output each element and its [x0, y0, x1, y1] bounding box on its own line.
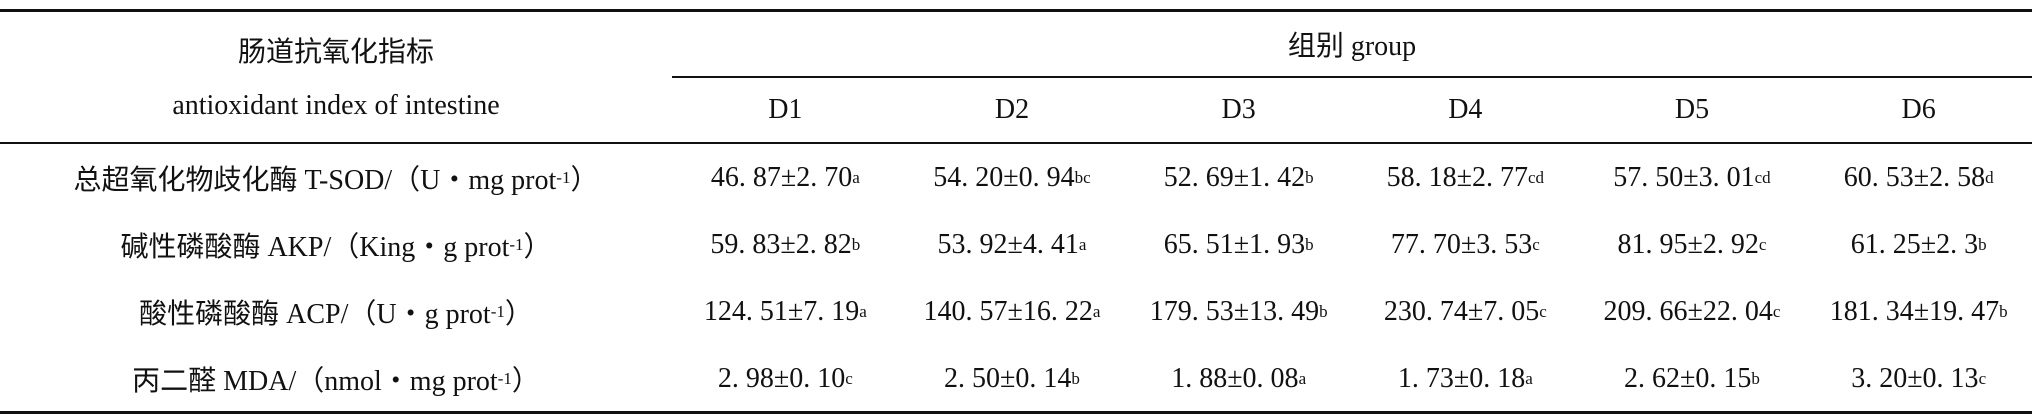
value-text: 2. 98±0. 10 — [717, 362, 846, 394]
value-text: 77. 70±3. 53 — [1390, 228, 1533, 260]
bottom-rule — [0, 411, 2032, 414]
value-text: 209. 66±22. 04 — [1603, 295, 1773, 327]
value-cell: 230. 74±7. 05 c — [1383, 295, 1547, 327]
group-rule — [672, 76, 2032, 78]
value-text: 60. 53±2. 58 — [1843, 161, 1986, 193]
value-cell: 65. 51±1. 93 b — [1163, 228, 1314, 260]
value-cell: 209. 66±22. 04 c — [1603, 295, 1781, 327]
row-label: 酸性磷酸酶 ACP/（U・g prot -1） — [0, 278, 672, 345]
top-rule — [0, 9, 2032, 12]
value-text: 81. 95±2. 92 — [1617, 228, 1759, 260]
value-cell: 58. 18±2. 77 cd — [1386, 161, 1545, 193]
value-cell: 54. 20±0. 94 bc — [933, 161, 1091, 193]
row-label: 碱性磷酸酶 AKP/（King・g prot -1） — [0, 211, 672, 278]
label-text: 碱性磷酸酶 AKP/（King・g prot — [120, 231, 510, 263]
header-index-en: antioxidant index of intestine — [172, 90, 500, 121]
group-header: D3 — [1221, 94, 1256, 125]
value-text: 1. 88±0. 08 — [1171, 362, 1299, 394]
value-cell: 81. 95±2. 92 c — [1617, 228, 1767, 260]
value-text: 59. 83±2. 82 — [710, 228, 852, 260]
header-index-cn: 肠道抗氧化指标 — [237, 37, 434, 68]
value-cell: 2. 50±0. 14 b — [944, 362, 1080, 394]
value-cell: 2. 62±0. 15 b — [1624, 362, 1760, 394]
value-cell: 1. 88±0. 08 a — [1171, 362, 1307, 394]
label-text: 总超氧化物歧化酶 T-SOD/（U・mg prot — [73, 164, 557, 196]
value-cell: 52. 69±1. 42 b — [1163, 161, 1314, 193]
value-cell: 124. 51±7. 19 a — [703, 295, 867, 327]
value-cell: 77. 70±3. 53 c — [1390, 228, 1540, 260]
header-group: 组别 group — [1287, 31, 1417, 62]
value-text: 181. 34±19. 47 — [1829, 295, 2000, 327]
label-text: 酸性磷酸酶 ACP/（U・g prot — [139, 298, 491, 330]
value-cell: 3. 20±0. 13 c — [1851, 362, 1987, 394]
value-text: 52. 69±1. 42 — [1163, 161, 1306, 193]
value-cell: 60. 53±2. 58 d — [1843, 161, 1994, 193]
value-text: 65. 51±1. 93 — [1163, 228, 1306, 260]
value-text: 46. 87±2. 70 — [710, 161, 853, 193]
value-text: 140. 57±16. 22 — [923, 295, 1093, 327]
value-cell: 57. 50±3. 01 cd — [1613, 161, 1771, 193]
group-header: D1 — [768, 94, 803, 125]
value-text: 3. 20±0. 13 — [1851, 362, 1979, 394]
value-text: 1. 73±0. 18 — [1397, 362, 1526, 394]
label-end: ） — [523, 231, 552, 263]
header-rule — [0, 142, 2032, 144]
value-cell: 179. 53±13. 49 b — [1149, 295, 1328, 327]
value-cell: 59. 83±2. 82 b — [710, 228, 861, 260]
row-label: 总超氧化物歧化酶 T-SOD/（U・mg prot -1） — [0, 144, 672, 211]
value-text: 54. 20±0. 94 — [933, 161, 1075, 193]
group-header: D5 — [1674, 94, 1710, 125]
value-text: 230. 74±7. 05 — [1383, 295, 1540, 327]
value-text: 124. 51±7. 19 — [703, 295, 860, 327]
group-header: D2 — [994, 94, 1030, 125]
value-text: 53. 92±4. 41 — [937, 228, 1079, 260]
value-cell: 140. 57±16. 22 a — [923, 295, 1101, 327]
value-text: 2. 62±0. 15 — [1624, 362, 1752, 394]
value-cell: 2. 98±0. 10 c — [717, 362, 853, 394]
value-text: 179. 53±13. 49 — [1149, 295, 1320, 327]
value-cell: 1. 73±0. 18 a — [1397, 362, 1533, 394]
value-text: 58. 18±2. 77 — [1386, 161, 1528, 193]
label-text: 丙二醛 MDA/（nmol・mg prot — [132, 365, 498, 397]
value-cell: 181. 34±19. 47 b — [1829, 295, 2008, 327]
value-text: 2. 50±0. 14 — [944, 362, 1072, 394]
row-label: 丙二醛 MDA/（nmol・mg prot -1） — [0, 345, 672, 412]
value-text: 57. 50±3. 01 — [1613, 161, 1755, 193]
group-header: D6 — [1901, 94, 1936, 125]
group-header: D4 — [1448, 94, 1483, 125]
value-cell: 46. 87±2. 70 a — [710, 161, 860, 193]
value-cell: 53. 92±4. 41 a — [937, 228, 1087, 260]
label-end: ） — [570, 164, 599, 196]
label-end: ） — [504, 298, 533, 330]
value-text: 61. 25±2. 3 — [1850, 228, 1979, 260]
label-end: ） — [511, 365, 540, 397]
